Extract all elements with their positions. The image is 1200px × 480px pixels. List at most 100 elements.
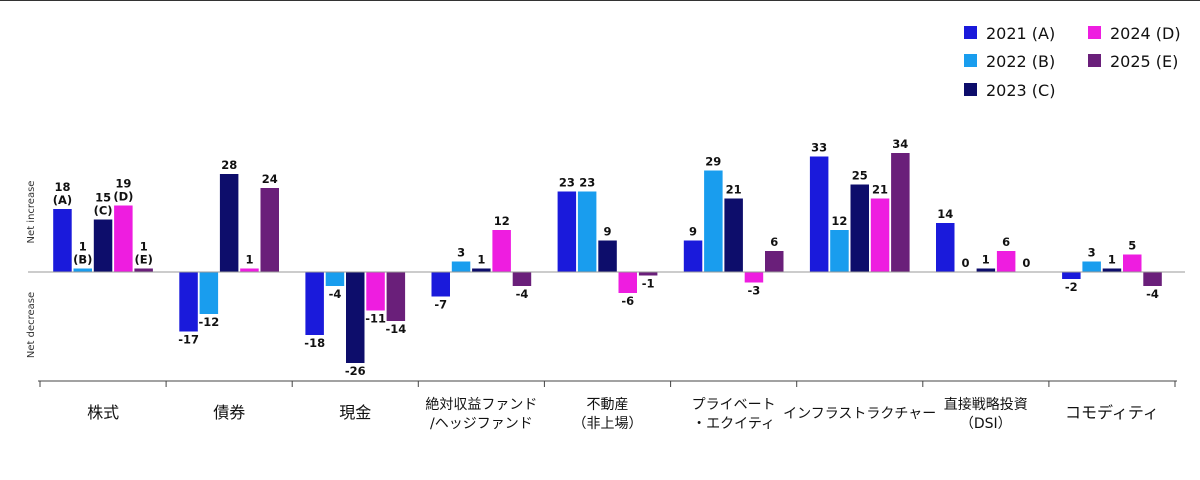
bar-5-4 xyxy=(765,251,784,272)
data-label-1-0: -17 xyxy=(178,333,199,347)
category-label: コモディティ xyxy=(1065,403,1159,422)
data-label-3-1: 3 xyxy=(457,246,465,260)
bar-4-2 xyxy=(598,240,617,272)
bar-0-1 xyxy=(73,268,92,272)
data-label-3-4: -4 xyxy=(516,287,529,301)
data-label-5-0: 9 xyxy=(689,225,697,239)
data-label-6-1: 12 xyxy=(831,214,847,228)
data-label-8-1: 3 xyxy=(1088,246,1096,260)
bar-5-2 xyxy=(724,198,743,272)
bar-8-3 xyxy=(1123,254,1142,272)
bar-6-3 xyxy=(870,198,890,272)
legend-swatch-1 xyxy=(964,54,977,67)
category-label: /ヘッジファンド xyxy=(430,416,533,432)
legend-swatch-0 xyxy=(964,26,977,39)
data-label-0-3: 19 xyxy=(115,177,131,191)
data-label-4-1: 23 xyxy=(579,176,595,190)
data-label-7-2: 1 xyxy=(982,253,990,267)
bar-5-1 xyxy=(704,170,723,272)
data-label-2-4: -14 xyxy=(386,322,407,336)
data-label-2-3: -11 xyxy=(365,312,386,326)
data-label-0-4: 1 xyxy=(140,240,148,254)
data-label-0-1: 1 xyxy=(79,240,87,254)
data-label-0-2: 15 xyxy=(95,191,111,205)
legend-label-4: 2025 (E) xyxy=(1110,52,1178,71)
legend-label-0: 2021 (A) xyxy=(986,24,1055,43)
bar-2-4 xyxy=(386,272,406,321)
data-label-0-0: 18 xyxy=(54,180,70,194)
data-label-0-3: (D) xyxy=(113,190,133,204)
data-label-4-2: 9 xyxy=(603,225,611,239)
data-label-4-3: -6 xyxy=(621,294,634,308)
data-label-0-1: (B) xyxy=(73,253,92,267)
data-label-7-3: 6 xyxy=(1002,235,1010,249)
category-label: インフラストラクチャー xyxy=(783,406,936,422)
legend-swatch-2 xyxy=(964,83,977,96)
bar-4-3 xyxy=(618,272,637,293)
bar-1-2 xyxy=(219,174,239,272)
data-label-5-3: -3 xyxy=(748,284,761,298)
bar-0-4 xyxy=(134,268,153,272)
data-label-6-4: 34 xyxy=(892,137,908,151)
bar-4-0 xyxy=(557,191,577,272)
data-label-1-4: 24 xyxy=(262,172,278,186)
category-label: ・エクイティ xyxy=(692,416,775,432)
data-label-2-1: -4 xyxy=(329,287,342,301)
bar-0-2 xyxy=(93,219,113,272)
data-label-8-4: -4 xyxy=(1146,287,1159,301)
bar-2-2 xyxy=(346,272,365,363)
category-label: 債券 xyxy=(213,403,245,422)
data-label-6-2: 25 xyxy=(852,169,868,183)
bar-7-2 xyxy=(976,268,996,272)
category-label: 株式 xyxy=(87,403,119,422)
legend-label-2: 2023 (C) xyxy=(986,81,1055,100)
data-label-2-2: -26 xyxy=(345,364,366,378)
data-label-3-3: 12 xyxy=(494,214,510,228)
bar-3-0 xyxy=(431,272,450,297)
bar-6-4 xyxy=(891,153,910,272)
bar-1-4 xyxy=(260,188,279,272)
x-axis-ticks xyxy=(39,381,1176,387)
data-label-8-3: 5 xyxy=(1128,239,1136,253)
y-label-net-increase: Net increase xyxy=(26,181,37,244)
bar-7-3 xyxy=(996,251,1016,272)
data-label-4-4: -1 xyxy=(642,277,655,291)
bar-3-3 xyxy=(492,230,511,272)
legend-label-3: 2024 (D) xyxy=(1110,24,1181,43)
bar-4-1 xyxy=(577,191,597,272)
data-label-0-2: (C) xyxy=(94,204,113,218)
data-label-7-0: 14 xyxy=(937,207,953,221)
data-label-8-2: 1 xyxy=(1108,253,1116,267)
bar-5-0 xyxy=(683,240,703,272)
data-labels: 18(A)1(B)15(C)19(D)1(E)-17-1228124-18-4-… xyxy=(53,137,1159,378)
data-label-1-3: 1 xyxy=(245,253,253,267)
category-label: プライベート xyxy=(692,397,776,413)
data-label-6-3: 21 xyxy=(872,183,888,197)
data-label-6-0: 33 xyxy=(811,141,827,155)
data-label-0-4: (E) xyxy=(135,253,153,267)
data-label-4-0: 23 xyxy=(559,176,575,190)
bar-0-0 xyxy=(53,209,72,272)
bar-3-4 xyxy=(512,272,532,286)
bars xyxy=(53,153,1162,363)
bar-8-2 xyxy=(1102,268,1122,272)
data-label-3-0: -7 xyxy=(434,298,447,312)
data-label-7-4: 0 xyxy=(1022,256,1030,270)
data-label-2-0: -18 xyxy=(304,336,325,350)
bar-3-2 xyxy=(472,268,491,272)
category-label: 不動産 xyxy=(587,397,629,413)
y-label-net-decrease: Net decrease xyxy=(26,292,37,358)
data-label-3-2: 1 xyxy=(477,253,485,267)
data-label-5-1: 29 xyxy=(705,155,721,169)
bar-4-4 xyxy=(638,272,658,276)
bar-1-0 xyxy=(179,272,198,332)
bar-2-1 xyxy=(325,272,345,286)
data-label-8-0: -2 xyxy=(1065,280,1078,294)
bar-8-0 xyxy=(1062,272,1081,279)
legend-swatch-4 xyxy=(1088,54,1101,67)
bar-3-1 xyxy=(451,261,471,272)
bar-1-3 xyxy=(240,268,259,272)
bar-6-1 xyxy=(830,230,849,272)
category-label: （非上場） xyxy=(573,416,643,432)
